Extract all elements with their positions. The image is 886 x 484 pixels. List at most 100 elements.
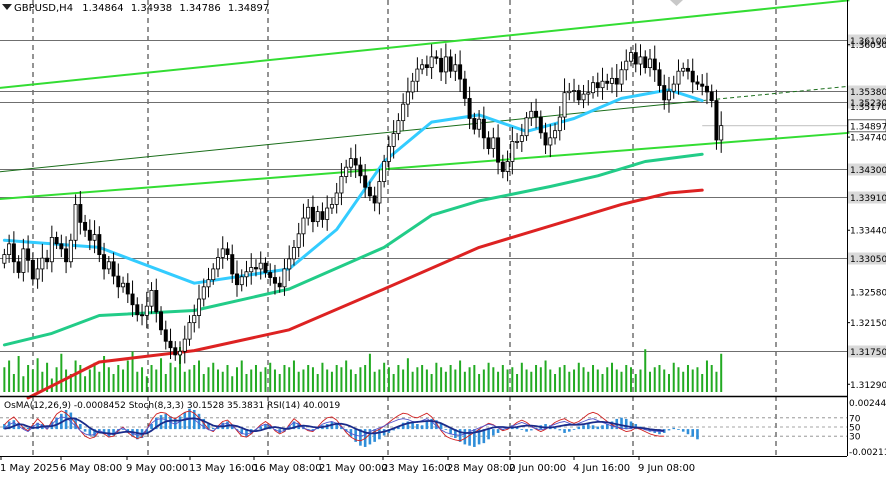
osma-bar — [7, 421, 11, 430]
volume-bar — [577, 362, 580, 392]
bullish-candle-body — [21, 248, 26, 273]
bullish-candle-body — [192, 315, 197, 324]
bearish-candle-body — [695, 81, 700, 85]
volume-bar — [568, 371, 571, 392]
volume-bar — [549, 369, 552, 392]
osma-bar — [601, 425, 604, 430]
candlestick — [291, 239, 296, 266]
osma-bar — [278, 429, 282, 433]
chart-menu-arrow-icon[interactable] — [2, 4, 12, 10]
channel-line — [0, 0, 850, 89]
candlestick — [619, 61, 624, 92]
osma-bar — [667, 429, 671, 431]
volume-bar — [311, 367, 314, 392]
osma-bar — [672, 427, 676, 430]
volume-bar — [17, 356, 20, 392]
bullish-candle-body — [306, 206, 311, 219]
bullish-candle-body — [92, 234, 97, 241]
candlestick — [638, 44, 643, 76]
candlestick — [97, 226, 102, 263]
volume-bar — [611, 362, 614, 392]
horizontal-levels — [0, 40, 847, 352]
bearish-candle-body — [263, 262, 268, 273]
volume-bar — [539, 367, 542, 392]
candlestick — [68, 233, 73, 268]
osma-bar — [3, 424, 6, 430]
price-tick-label: 1.34740 — [850, 134, 886, 144]
volume-bar — [440, 367, 443, 392]
candlestick — [410, 72, 415, 100]
volume-bar — [648, 371, 651, 392]
volume-bar — [421, 365, 424, 392]
bullish-candle-body — [2, 254, 7, 264]
volume-bar — [93, 362, 96, 392]
candlestick — [363, 164, 368, 198]
candlestick — [391, 120, 396, 159]
candlestick — [481, 106, 486, 150]
candlestick — [87, 219, 92, 251]
osma-bar — [596, 426, 600, 430]
candlestick — [443, 43, 448, 85]
bullish-candle-body — [572, 90, 577, 92]
osma-bar — [487, 429, 490, 440]
bearish-candle-body — [534, 110, 539, 118]
level-label-box — [848, 163, 886, 176]
volume-bar — [221, 371, 224, 392]
osma-bar — [605, 424, 609, 430]
bearish-candle-body — [111, 261, 116, 277]
level-label-box — [848, 85, 886, 98]
candlestick — [643, 50, 648, 74]
volume-bar — [8, 360, 11, 392]
osma-bar — [686, 429, 690, 435]
osma-bar — [444, 429, 448, 430]
volume-bar — [720, 353, 723, 392]
bullish-candle-body — [610, 77, 615, 84]
bullish-candle-body — [405, 91, 410, 105]
osma-bar — [112, 429, 115, 436]
candlestick — [49, 225, 54, 273]
volume-bar — [682, 371, 685, 392]
candlestick — [144, 291, 149, 329]
bullish-candle-body — [600, 80, 605, 89]
candlestick — [301, 203, 306, 247]
candlestick — [572, 78, 577, 102]
bullish-candle-body — [315, 211, 320, 223]
volume-bar — [582, 367, 585, 392]
candlestick — [159, 306, 164, 335]
one-click-trading-icon[interactable] — [670, 0, 683, 6]
candlestick — [116, 263, 121, 299]
candlestick — [201, 278, 206, 307]
oscillator-level-label: 30 — [849, 433, 861, 443]
osma-bar — [335, 422, 338, 430]
volume-bar — [501, 365, 504, 392]
volume-bar — [634, 374, 637, 392]
bullish-candle-body — [676, 70, 681, 85]
volume-bar — [430, 374, 433, 392]
volume-bar — [563, 365, 566, 392]
candlestick — [73, 194, 78, 250]
volume-bar — [492, 367, 495, 392]
volume-bar — [198, 360, 201, 392]
bullish-candle-body — [396, 120, 401, 134]
volume-bar — [12, 374, 15, 392]
candlestick — [434, 50, 439, 65]
bearish-candle-body — [690, 70, 695, 83]
bearish-candle-body — [230, 254, 235, 275]
volume-bar — [406, 358, 409, 392]
candlestick — [424, 55, 429, 76]
volume-bar — [620, 371, 623, 392]
volume-bar — [630, 367, 633, 392]
osma-bar — [691, 429, 695, 437]
moving-averages — [2, 88, 704, 400]
osma-bar — [368, 429, 372, 445]
volume-bar — [497, 371, 500, 392]
candlestick — [272, 264, 277, 295]
time-tick-label: 9 Jun 08:00 — [638, 463, 695, 474]
osma-bar — [591, 425, 595, 430]
bearish-candle-body — [595, 82, 600, 89]
candlestick — [719, 111, 724, 153]
volume-bar — [160, 358, 163, 392]
bearish-candle-body — [26, 248, 31, 261]
bullish-candle-body — [562, 92, 567, 118]
bearish-candle-body — [605, 80, 610, 84]
